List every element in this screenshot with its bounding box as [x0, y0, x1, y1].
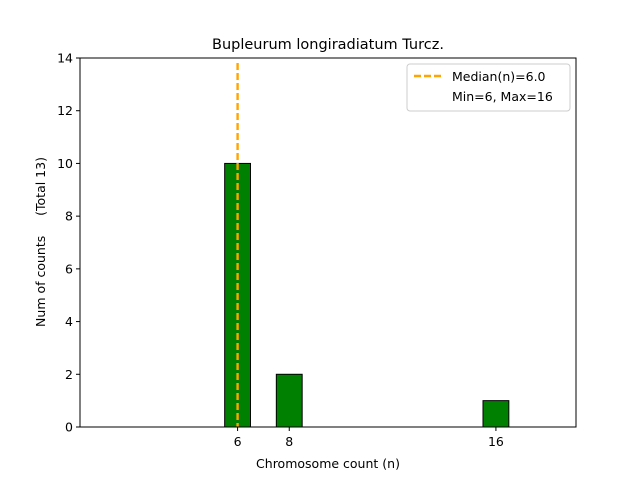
y-tick-label: 10	[57, 156, 73, 171]
x-tick-label: 8	[285, 434, 293, 449]
chart-title: Bupleurum longiradiatum Turcz.	[212, 37, 444, 53]
bar-16	[482, 400, 510, 428]
bar-8	[275, 373, 303, 428]
x-axis-label: Chromosome count (n)	[256, 456, 400, 471]
y-tick-label: 12	[57, 103, 73, 118]
legend: Median(n)=6.0 Min=6, Max=16	[406, 63, 571, 112]
y-tick-label: 8	[65, 209, 73, 224]
y-tick-label: 2	[65, 367, 73, 382]
y-tick-label: 0	[65, 420, 73, 435]
y-tick-label: 4	[65, 314, 73, 329]
legend-entry-median: Median(n)=6.0	[452, 69, 546, 84]
x-axis: 6 8 16	[234, 427, 504, 449]
y-axis: 0 2 4 6 8 10 12 14	[57, 51, 80, 435]
y-tick-label: 6	[65, 261, 73, 276]
y-axis-label: Num of counts (Total 13)	[33, 157, 48, 327]
x-tick-label: 16	[488, 434, 504, 449]
legend-box	[406, 63, 571, 112]
legend-entry-minmax: Min=6, Max=16	[452, 89, 553, 104]
bars	[224, 162, 510, 428]
plot-frame	[79, 57, 577, 428]
y-tick-label: 14	[57, 51, 73, 66]
x-tick-label: 6	[234, 434, 242, 449]
